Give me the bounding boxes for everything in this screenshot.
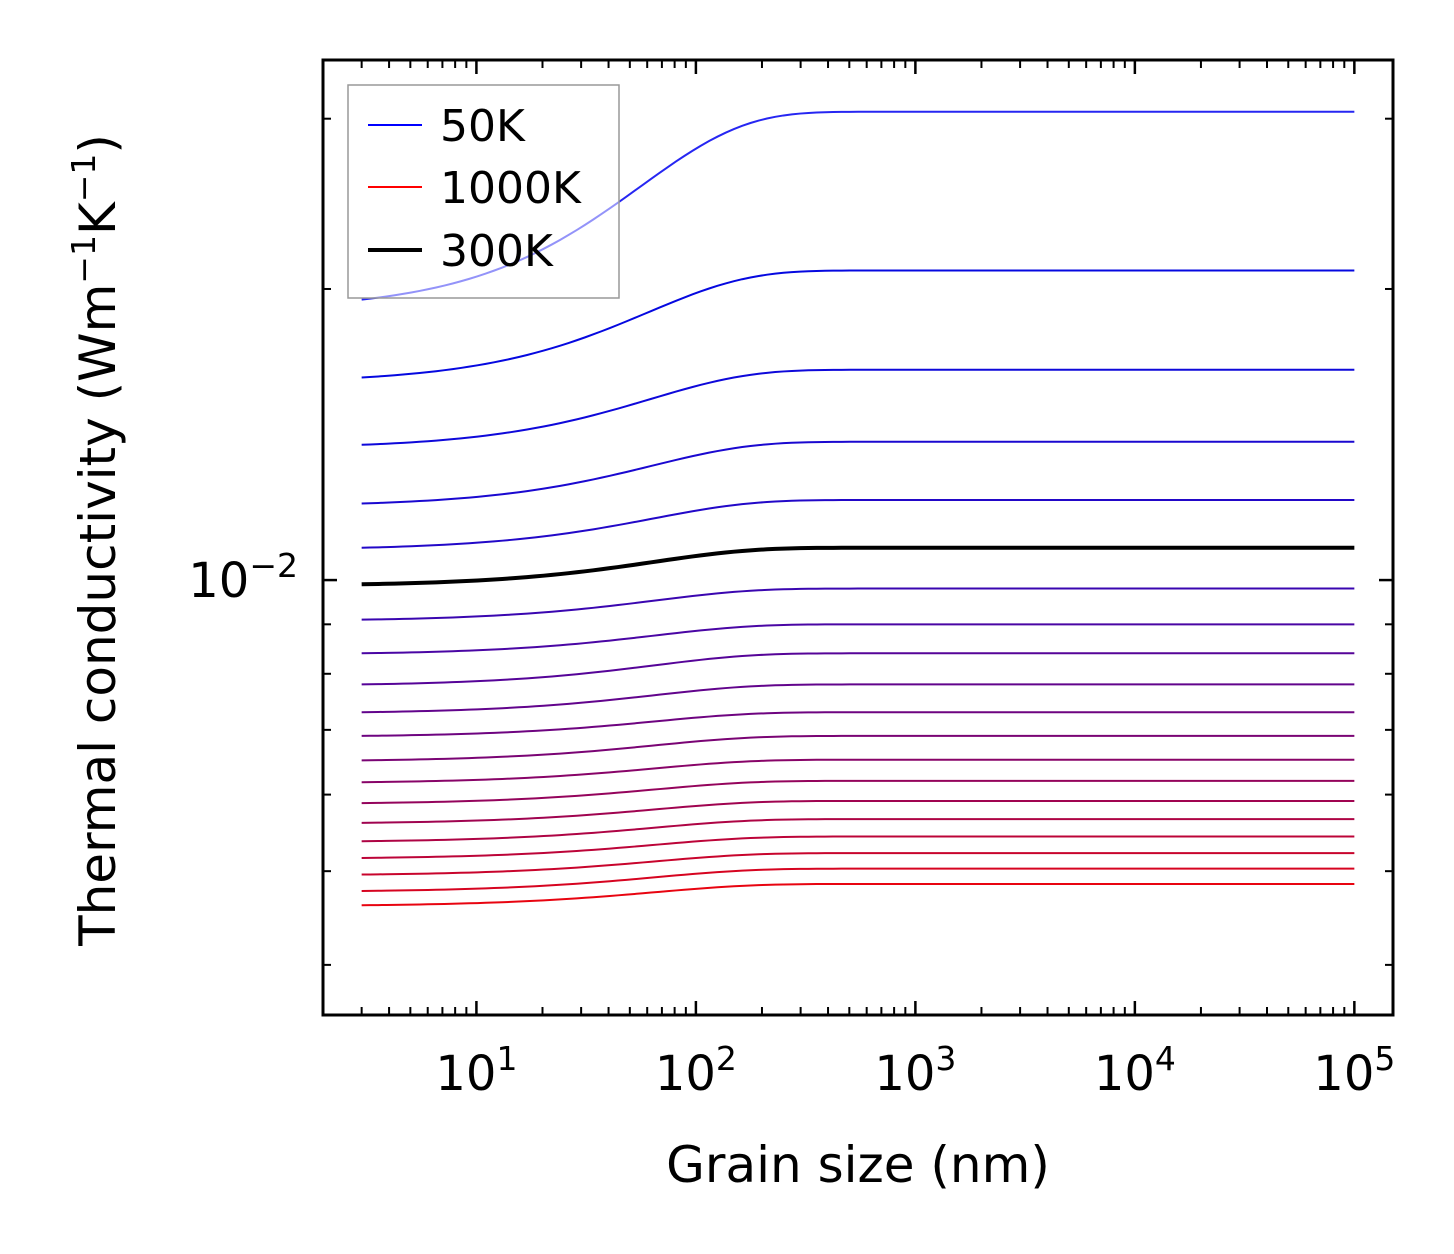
x-axis-title: Grain size (nm) — [666, 1136, 1050, 1194]
y-axis-title-close: ) — [69, 134, 127, 154]
y-tick-label-base: 10 — [188, 553, 249, 609]
y-tick-label-0.01: 10−2 — [188, 546, 298, 609]
x-tick-label-2: 102 — [655, 1039, 737, 1102]
x-tick-label-base: 10 — [435, 1046, 496, 1102]
legend-label-50k: 50K — [440, 101, 526, 152]
x-tick-label-base: 10 — [874, 1046, 935, 1102]
legend-frame — [347, 84, 620, 299]
y-axis-title-exp1: −1 — [64, 235, 103, 284]
series-line-200k — [361, 440, 1355, 505]
legend-label-1000k: 1000K — [440, 163, 582, 214]
y-axis-title-base: Thermal conductivity (Wm — [69, 284, 127, 947]
series-line-400k — [361, 623, 1355, 655]
x-tick-label-exponent: 1 — [496, 1039, 517, 1078]
x-tick-label-exponent: 4 — [1155, 1039, 1176, 1078]
series-line-150k — [361, 368, 1355, 446]
y-axis-title-exp2: −1 — [64, 154, 103, 203]
series-line-100k — [361, 269, 1355, 379]
x-tick-label-base: 10 — [1313, 1046, 1374, 1102]
x-tick-label-exponent: 5 — [1374, 1039, 1395, 1078]
series-line-500k — [361, 683, 1355, 714]
x-tick-label-1: 101 — [435, 1039, 517, 1102]
series-line-700k — [361, 779, 1355, 805]
x-tick-label-base: 10 — [655, 1046, 716, 1102]
series-line-600k — [361, 734, 1355, 762]
x-tick-label-3: 103 — [874, 1039, 956, 1102]
series-line-850k — [361, 835, 1355, 859]
legend: 50K 1000K 300K — [347, 84, 620, 299]
series-line-250k — [361, 499, 1355, 549]
legend-label-300k: 300K — [440, 226, 554, 277]
series-layer — [361, 110, 1355, 907]
y-tick-label-exponent: −2 — [249, 546, 298, 585]
x-tick-label-exponent: 3 — [935, 1039, 956, 1078]
series-line-900k — [361, 852, 1355, 876]
y-axis-title-mid: K — [69, 201, 127, 235]
series-line-750k — [361, 799, 1355, 824]
series-line-650k — [361, 758, 1355, 784]
series-line-450k — [361, 652, 1355, 686]
x-tick-label-5: 105 — [1313, 1039, 1395, 1102]
series-line-800k — [361, 818, 1355, 843]
series-line-950k — [361, 867, 1355, 892]
series-line-300k — [361, 545, 1355, 587]
series-line-550k — [361, 711, 1355, 737]
series-line-350k — [361, 587, 1355, 621]
plot-frame — [321, 58, 1395, 1017]
x-tick-label-4: 104 — [1094, 1039, 1176, 1102]
y-axis-title: Thermal conductivity (Wm−1K−1) — [64, 134, 127, 947]
x-tick-label-exponent: 2 — [716, 1039, 737, 1078]
x-tick-label-base: 10 — [1094, 1046, 1155, 1102]
series-line-1000k — [361, 882, 1355, 907]
